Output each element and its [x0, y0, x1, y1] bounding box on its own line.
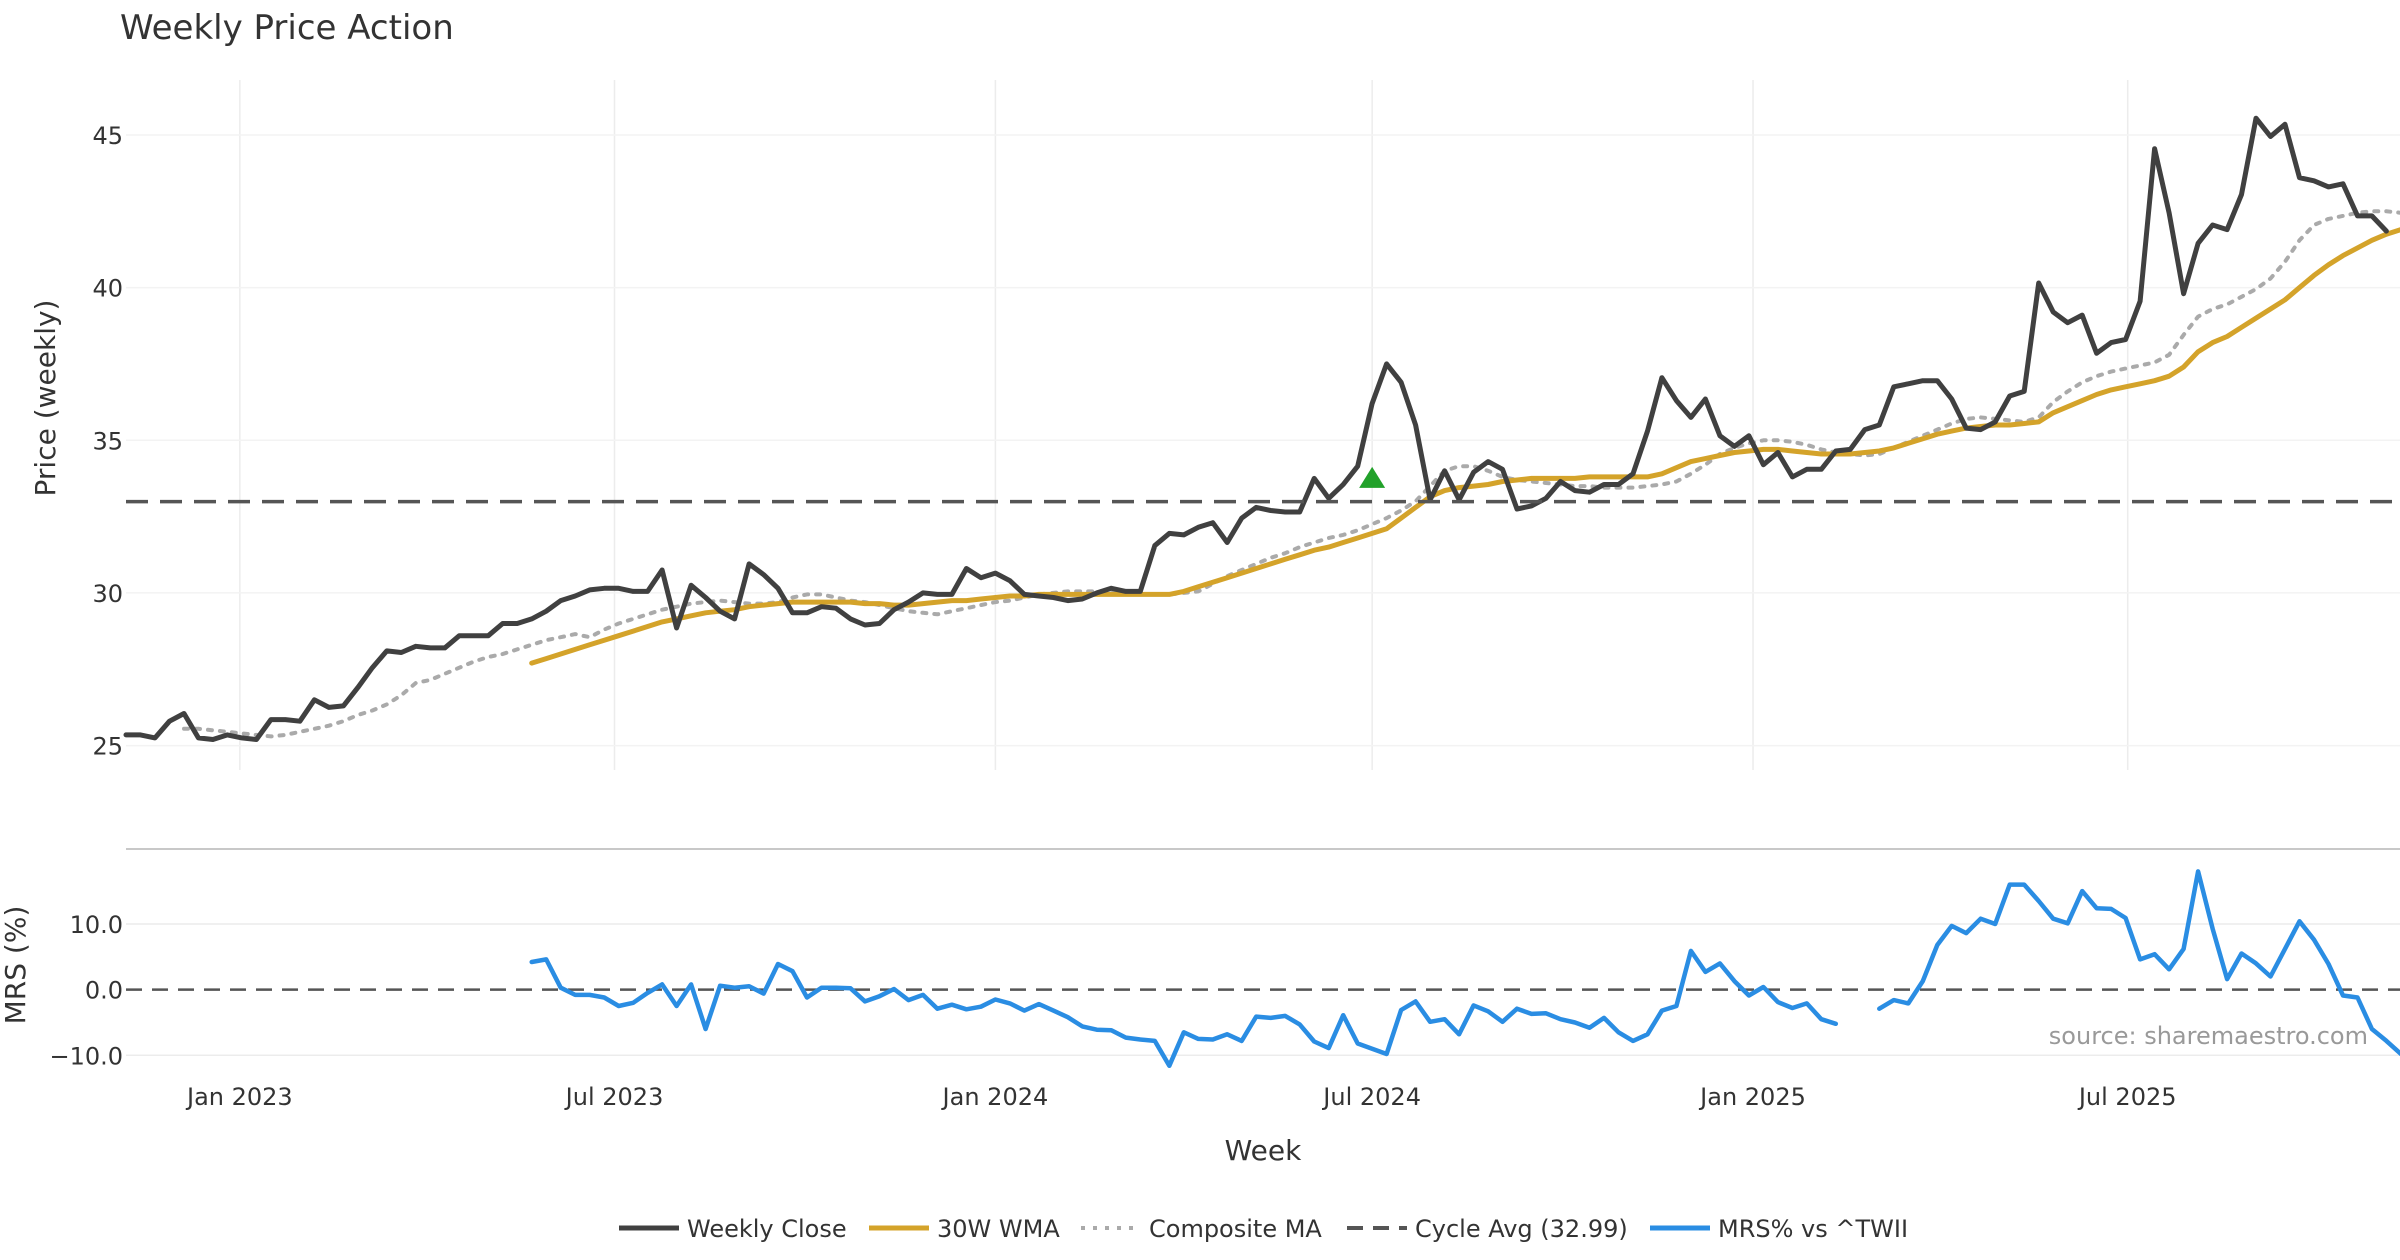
- mrs-y-tick-0: 10.0: [70, 911, 123, 939]
- series-line-mrs: [529, 869, 2400, 1069]
- price-y-axis-label: Price (weekly): [29, 300, 62, 497]
- mrs-y-ticks: 10.0 0.0 −10.0: [49, 911, 123, 1070]
- mrs-series: [529, 869, 2400, 1069]
- x-tick-jan-2024: Jan 2024: [941, 1083, 1049, 1111]
- legend: Weekly Close 30W WMA Composite MA Cycle Avg…: [619, 1215, 1908, 1243]
- price-y-tick-45: 45: [92, 122, 123, 150]
- legend-label-2: Composite MA: [1149, 1215, 1322, 1243]
- source-attribution: source: sharemaestro.com: [2049, 1022, 2368, 1050]
- x-tick-jan-2025: Jan 2025: [1698, 1083, 1806, 1111]
- mrs-y-axis-label: MRS (%): [0, 906, 32, 1025]
- series-line-weekly-close: [123, 115, 2389, 742]
- x-tick-jul-2024: Jul 2024: [1321, 1083, 1421, 1111]
- mrs-grid: [126, 923, 2400, 1057]
- price-grid: [126, 80, 2400, 770]
- legend-label-1: 30W WMA: [937, 1215, 1060, 1243]
- series-line-composite-ma: [182, 209, 2400, 739]
- legend-label-4: MRS% vs ^TWII: [1718, 1215, 1908, 1243]
- price-y-tick-35: 35: [92, 427, 123, 455]
- price-y-ticks: 25 30 35 40 45: [92, 122, 123, 761]
- mrs-y-tick-2: −10.0: [49, 1042, 123, 1070]
- x-axis-label: Week: [1225, 1134, 1302, 1167]
- legend-label-0: Weekly Close: [687, 1215, 847, 1243]
- legend-item-4: MRS% vs ^TWII: [1650, 1215, 1908, 1243]
- legend-item-0: Weekly Close: [619, 1215, 847, 1243]
- chart-title: Weekly Price Action: [120, 8, 454, 48]
- mrs-y-tick-1: 0.0: [85, 977, 123, 1005]
- signal-marker-triangle: [1359, 466, 1386, 488]
- price-y-tick-30: 30: [92, 580, 123, 608]
- x-ticks: Jan 2023 Jul 2023 Jan 2024 Jul 2024 Jan 2025…: [185, 1083, 2177, 1111]
- legend-item-1: 30W WMA: [869, 1215, 1060, 1243]
- series-line-30w-wma: [529, 227, 2400, 666]
- x-tick-jan-2023: Jan 2023: [185, 1083, 293, 1111]
- x-tick-jul-2025: Jul 2025: [2077, 1083, 2177, 1111]
- legend-item-2: Composite MA: [1081, 1215, 1322, 1243]
- legend-item-3: Cycle Avg (32.99): [1347, 1215, 1628, 1243]
- price-y-tick-25: 25: [92, 733, 123, 761]
- price-series: [123, 115, 2400, 742]
- x-tick-jul-2023: Jul 2023: [564, 1083, 664, 1111]
- legend-label-3: Cycle Avg (32.99): [1415, 1215, 1628, 1243]
- price-y-tick-40: 40: [92, 275, 123, 303]
